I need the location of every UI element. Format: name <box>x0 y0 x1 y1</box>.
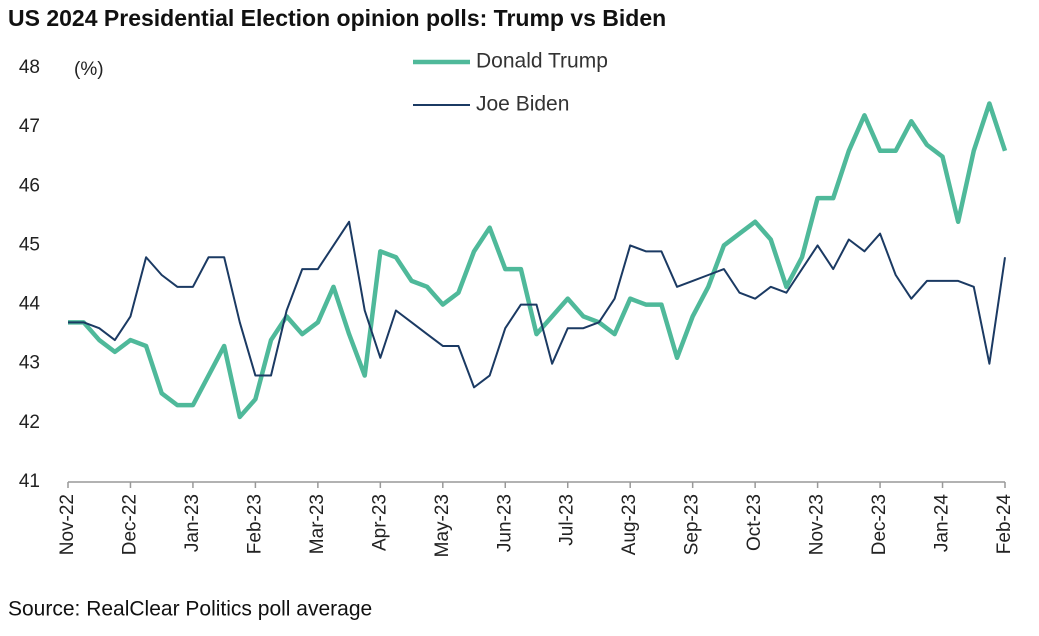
y-tick-label: 42 <box>19 412 40 433</box>
x-tick-label: Apr-23 <box>369 494 390 551</box>
y-tick-label: 47 <box>19 116 40 137</box>
chart-title: US 2024 Presidential Election opinion po… <box>8 5 666 31</box>
series-line <box>68 220 1006 389</box>
x-tick-label: Mar-23 <box>307 494 328 554</box>
y-axis-label: (%) <box>74 59 104 80</box>
y-tick-label: 48 <box>19 57 40 78</box>
source: Source: RealClear Politics poll average <box>8 598 372 621</box>
y-tick-label: 45 <box>19 234 40 255</box>
legend-label: Donald Trump <box>476 50 608 73</box>
x-tick-label: Nov-22 <box>57 494 78 555</box>
x-tick-label: Sep-23 <box>682 494 703 555</box>
series-line <box>68 101 1008 420</box>
x-tick-label: Dec-23 <box>869 494 890 555</box>
y-tick-label: 44 <box>19 294 41 315</box>
legend-label: Joe Biden <box>476 93 569 116</box>
x-tick-label: Feb-23 <box>244 494 265 554</box>
x-tick-label: Jul-23 <box>557 494 578 546</box>
y-tick-label: 41 <box>19 471 40 492</box>
x-tick-label: Dec-22 <box>119 494 140 555</box>
x-tick-label: Aug-23 <box>619 494 640 555</box>
y-tick-label: 43 <box>19 353 40 374</box>
x-tick-label: Jan-24 <box>932 494 953 553</box>
x-tick-label: May-23 <box>432 494 453 557</box>
x-tick-label: Jun-23 <box>494 494 515 552</box>
x-tick-label: Feb-24 <box>994 494 1015 555</box>
x-tick-label: Nov-23 <box>807 494 828 555</box>
y-tick-label: 46 <box>19 175 40 196</box>
x-tick-label: Jan-23 <box>182 494 203 552</box>
x-tick-label: Oct-23 <box>744 494 765 551</box>
